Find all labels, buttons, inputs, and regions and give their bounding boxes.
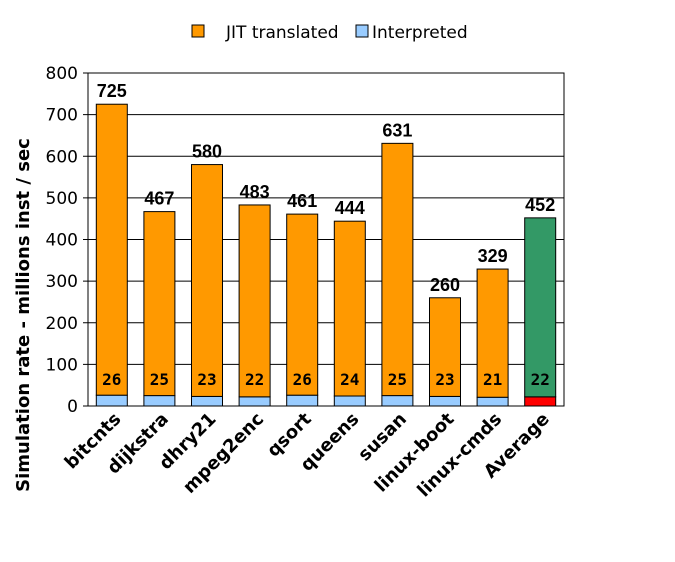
legend-label-jit: JIT translated bbox=[225, 23, 339, 43]
bar-interpreted bbox=[95, 394, 128, 407]
bar-interpreted bbox=[286, 394, 319, 407]
y-tick-label: 800 bbox=[46, 64, 78, 84]
total-data-label: 631 bbox=[382, 120, 412, 140]
plot-frame bbox=[87, 72, 565, 407]
bar-jit bbox=[286, 213, 319, 396]
interpreted-data-label: 22 bbox=[531, 370, 550, 389]
bar-jit bbox=[191, 164, 223, 397]
bar-jit bbox=[333, 220, 366, 397]
total-data-label: 260 bbox=[430, 275, 460, 295]
interpreted-data-label: 24 bbox=[340, 370, 359, 389]
bars: 725 26 467 25 580 23 483 22 461 26 444 24 631 25 260 23… bbox=[95, 81, 557, 407]
bar-interpreted bbox=[476, 396, 509, 407]
y-tick-label: 100 bbox=[46, 355, 78, 375]
bar-interpreted bbox=[191, 395, 223, 407]
bar-jit bbox=[429, 297, 461, 397]
bar-interpreted bbox=[429, 395, 461, 407]
y-tick-label: 0 bbox=[67, 397, 78, 417]
y-axis-label: Simulation rate - millions inst / sec bbox=[13, 138, 34, 492]
y-tick-label: 500 bbox=[46, 189, 78, 209]
bar-jit bbox=[143, 211, 176, 397]
interpreted-data-label: 26 bbox=[102, 370, 121, 389]
interpreted-data-label: 23 bbox=[197, 370, 216, 389]
bar-interpreted bbox=[238, 396, 271, 407]
legend-swatch-jit bbox=[191, 24, 205, 38]
bar-interpreted bbox=[524, 396, 557, 407]
bar-interpreted bbox=[333, 395, 366, 407]
total-data-label: 467 bbox=[144, 189, 174, 209]
interpreted-data-label: 26 bbox=[293, 370, 312, 389]
interpreted-data-label: 22 bbox=[245, 370, 264, 389]
bar-jit bbox=[95, 103, 128, 396]
bar-interpreted bbox=[143, 395, 176, 407]
total-data-label: 725 bbox=[97, 81, 127, 101]
total-data-label: 452 bbox=[525, 195, 555, 215]
total-data-label: 580 bbox=[192, 142, 222, 162]
y-tick-label: 300 bbox=[46, 272, 78, 292]
interpreted-data-label: 25 bbox=[388, 370, 407, 389]
legend-label-interpreted: Interpreted bbox=[372, 23, 468, 43]
bar-jit bbox=[381, 142, 414, 397]
legend-swatch-interpreted bbox=[355, 24, 369, 38]
y-tick-label: 200 bbox=[46, 314, 78, 334]
total-data-label: 329 bbox=[478, 246, 508, 266]
total-data-label: 461 bbox=[287, 191, 317, 211]
y-axis-ticks: 0 100 200 300 400 500 600 700 800 bbox=[46, 64, 88, 417]
total-data-label: 444 bbox=[335, 198, 365, 218]
y-tick-label: 400 bbox=[46, 231, 78, 251]
bar-jit bbox=[476, 268, 509, 398]
bar-jit bbox=[238, 204, 271, 398]
interpreted-data-label: 23 bbox=[435, 370, 454, 389]
legend: JIT translated Interpreted bbox=[191, 23, 468, 43]
interpreted-data-label: 21 bbox=[483, 370, 502, 389]
y-tick-label: 600 bbox=[46, 147, 78, 167]
total-data-label: 483 bbox=[240, 182, 270, 202]
y-tick-label: 700 bbox=[46, 106, 78, 126]
interpreted-data-label: 25 bbox=[150, 370, 169, 389]
bar-interpreted bbox=[381, 395, 414, 407]
category-labels: bitcntsdijkstradhry21mpeg2encqsortqueens… bbox=[61, 408, 554, 501]
bar-jit bbox=[524, 217, 557, 398]
